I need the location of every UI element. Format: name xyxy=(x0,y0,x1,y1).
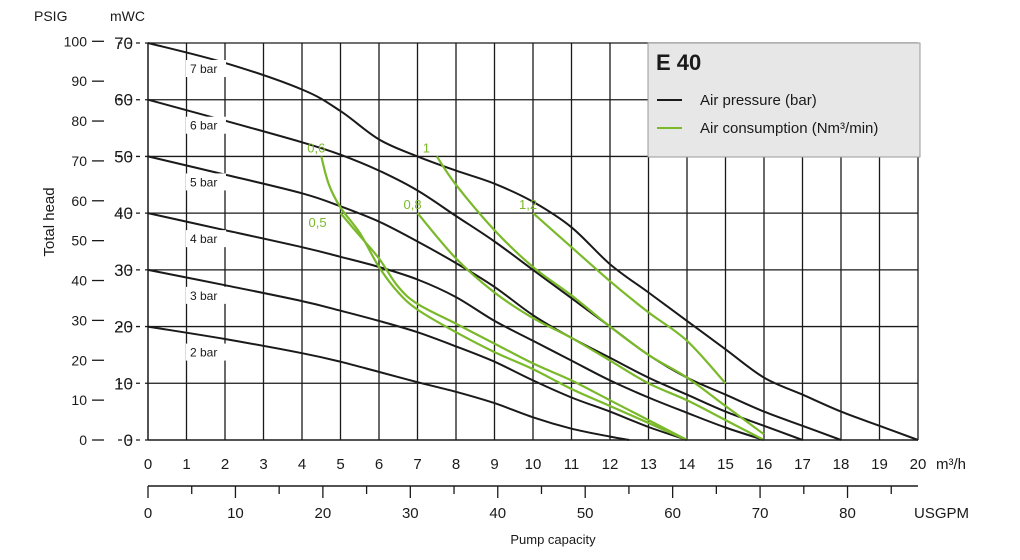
mwc-unit-label: mWC xyxy=(110,8,145,24)
mwc-tick-label: 10 xyxy=(114,374,133,393)
pressure-label-bg xyxy=(186,230,226,248)
m3h-tick-label: 20 xyxy=(910,456,927,473)
m3h-tick-label: 11 xyxy=(564,456,580,473)
usgpm-tick-label: 80 xyxy=(839,505,856,522)
m3h-tick-label: 17 xyxy=(794,456,811,473)
pressure-curve-label: 4 bar xyxy=(190,232,217,246)
pressure-curve xyxy=(147,325,630,441)
usgpm-unit-label: USGPM xyxy=(914,505,969,522)
usgpm-tick-label: 10 xyxy=(227,505,244,522)
m3h-tick-label: 19 xyxy=(871,456,888,473)
legend: E 40 Air pressure (bar) Air consumption … xyxy=(647,42,921,158)
consumption-curve-label: 1,2 xyxy=(519,197,537,212)
m3h-tick-label: 3 xyxy=(259,456,267,473)
m3h-tick-label: 5 xyxy=(336,456,344,473)
psig-tick-label: 100 xyxy=(64,33,88,49)
psig-tick-label: 40 xyxy=(71,273,87,289)
m3h-tick-label: 12 xyxy=(602,456,619,473)
pressure-curve xyxy=(147,212,765,441)
pressure-curve-label: 6 bar xyxy=(190,119,217,133)
usgpm-tick-label: 0 xyxy=(144,505,152,522)
m3h-tick-label: 6 xyxy=(375,456,383,473)
psig-tick-label: 10 xyxy=(71,392,87,408)
m3h-tick-label: 0 xyxy=(144,456,152,473)
pressure-curve-label: 2 bar xyxy=(190,346,217,360)
consumption-curve xyxy=(532,212,727,385)
psig-tick-label: 80 xyxy=(71,113,87,129)
consumption-curve xyxy=(320,156,688,442)
consumption-curve-label: 0,5 xyxy=(309,215,327,230)
usgpm-tick-label: 20 xyxy=(315,505,332,522)
curves: 7 bar 6 bar 5 bar 4 bar 3 bar 2 bar 0,6 0,5 0,8 1… xyxy=(147,42,919,442)
m3h-tick-label: 7 xyxy=(413,456,421,473)
mwc-tick-label: 20 xyxy=(114,318,133,337)
m3h-tick-label: 14 xyxy=(679,456,696,473)
usgpm-tick-label: 60 xyxy=(664,505,681,522)
m3h-tick-label: 9 xyxy=(490,456,498,473)
mwc-tick-label: 40 xyxy=(114,204,133,223)
mwc-tick-label: 30 xyxy=(114,261,133,280)
pressure-curve-label: 3 bar xyxy=(190,289,217,303)
pressure-label-bg xyxy=(186,286,226,304)
pressure-label-bg xyxy=(186,116,226,134)
mwc-tick-label: 50 xyxy=(114,147,133,166)
pressure-label-bg xyxy=(186,343,226,361)
psig-tick-label: 30 xyxy=(71,312,87,328)
legend-consumption-label: Air consumption (Nm³/min) xyxy=(700,120,878,137)
chart-title: E 40 xyxy=(656,50,701,75)
usgpm-tick-label: 50 xyxy=(577,505,594,522)
consumption-curve xyxy=(339,212,688,441)
m3h-tick-label: 18 xyxy=(833,456,850,473)
consumption-curve xyxy=(435,155,765,436)
psig-tick-label: 60 xyxy=(71,193,87,209)
usgpm-tick-label: 70 xyxy=(752,505,769,522)
m3h-tick-label: 16 xyxy=(756,456,773,473)
m3h-tick-label: 1 xyxy=(182,456,190,473)
pressure-curve xyxy=(147,155,803,441)
pressure-label-bg xyxy=(186,173,226,191)
psig-tick-label: 50 xyxy=(71,233,87,249)
consumption-curve-label: 0,6 xyxy=(307,140,325,155)
consumption-curve xyxy=(416,212,765,441)
pressure-curve xyxy=(147,98,842,441)
pressure-label-bg xyxy=(186,60,226,77)
pressure-curve-label: 7 bar xyxy=(190,62,217,76)
psig-tick-label: 70 xyxy=(71,153,87,169)
m3h-tick-label: 2 xyxy=(221,456,229,473)
pressure-curve xyxy=(147,42,919,441)
m3h-tick-label: 8 xyxy=(452,456,460,473)
psig-tick-label: 0 xyxy=(79,432,87,448)
legend-box xyxy=(647,42,921,158)
m3h-tick-label: 4 xyxy=(298,456,306,473)
consumption-curve-label: 0,8 xyxy=(404,197,422,212)
y-axis-title: Total head xyxy=(41,187,58,256)
usgpm-tick-label: 40 xyxy=(489,505,506,522)
psig-tick-label: 90 xyxy=(71,73,87,89)
psig-unit-label: PSIG xyxy=(34,8,67,24)
pressure-curve xyxy=(147,268,688,441)
psig-tick-label: 20 xyxy=(71,352,87,368)
pressure-curve-label: 5 bar xyxy=(190,175,217,189)
m3h-tick-label: 13 xyxy=(640,456,657,473)
usgpm-tick-label: 30 xyxy=(402,505,419,522)
m3h-unit-label: m³/h xyxy=(936,456,966,473)
grid xyxy=(148,42,919,440)
mwc-tick-label: 0 xyxy=(124,431,133,450)
consumption-curve-label: 1 xyxy=(423,140,430,155)
m3h-tick-label: 15 xyxy=(717,456,734,473)
m3h-tick-label: 10 xyxy=(525,456,542,473)
mwc-tick-label: 60 xyxy=(114,91,133,110)
mwc-tick-label: 70 xyxy=(114,34,133,53)
legend-pressure-label: Air pressure (bar) xyxy=(700,92,817,109)
x-axis-title: Pump capacity xyxy=(510,532,596,547)
